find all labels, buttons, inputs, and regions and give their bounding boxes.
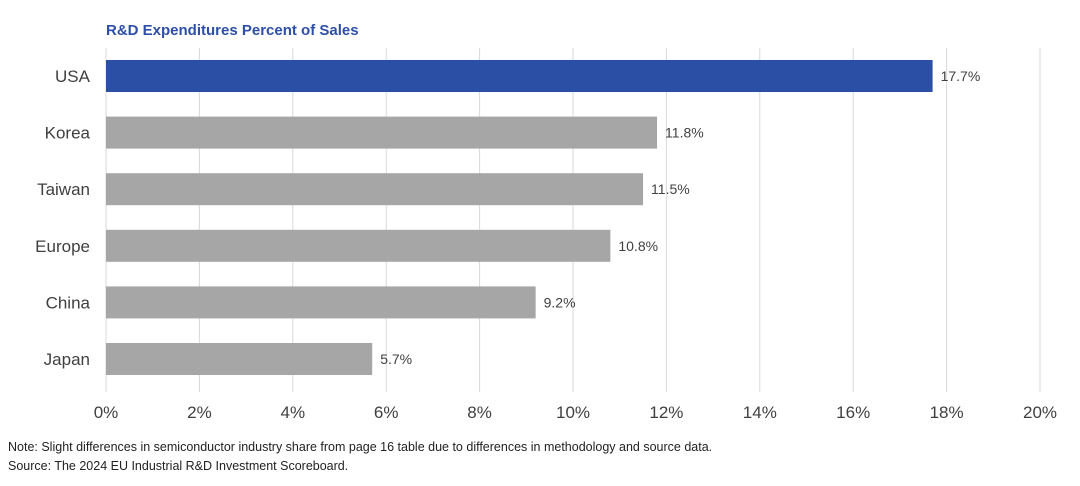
bar-usa: [106, 60, 933, 92]
x-tick-label: 0%: [94, 403, 119, 422]
bar-europe: [106, 229, 611, 262]
footnote-source: Source: The 2024 EU Industrial R&D Inves…: [8, 459, 349, 473]
footnote-note: Note: Slight differences in semiconducto…: [8, 440, 713, 454]
bar-china: [106, 286, 536, 319]
category-label: Europe: [35, 237, 90, 256]
data-label: 11.5%: [651, 181, 690, 197]
data-label: 17.7%: [941, 68, 981, 84]
x-tick-label: 6%: [374, 403, 399, 422]
category-label: USA: [55, 67, 91, 86]
category-label: Taiwan: [37, 180, 90, 199]
data-label: 5.7%: [380, 351, 412, 367]
x-tick-label: 8%: [467, 403, 492, 422]
x-tick-label: 20%: [1023, 403, 1057, 422]
bar-taiwan: [106, 173, 644, 206]
x-tick-label: 10%: [556, 403, 590, 422]
x-tick-label: 12%: [649, 403, 683, 422]
bar-japan: [106, 343, 373, 375]
x-tick-label: 16%: [836, 403, 870, 422]
category-label: Korea: [45, 124, 91, 143]
data-label: 9.2%: [544, 294, 576, 310]
x-tick-label: 4%: [281, 403, 306, 422]
x-tick-label: 14%: [743, 403, 777, 422]
chart-title: R&D Expenditures Percent of Sales: [106, 22, 359, 39]
bar-chart: 0% 2% 4% 6% 8% 10% 12% 14% 16% 18% 20% USA 17.7% Kore…: [35, 48, 1057, 422]
category-label: China: [46, 293, 91, 312]
x-tick-label: 18%: [930, 403, 964, 422]
data-label: 10.8%: [618, 238, 658, 254]
category-label: Japan: [44, 350, 90, 369]
x-tick-label: 2%: [187, 403, 212, 422]
data-label: 11.8%: [665, 125, 704, 141]
bar-korea: [106, 116, 658, 149]
